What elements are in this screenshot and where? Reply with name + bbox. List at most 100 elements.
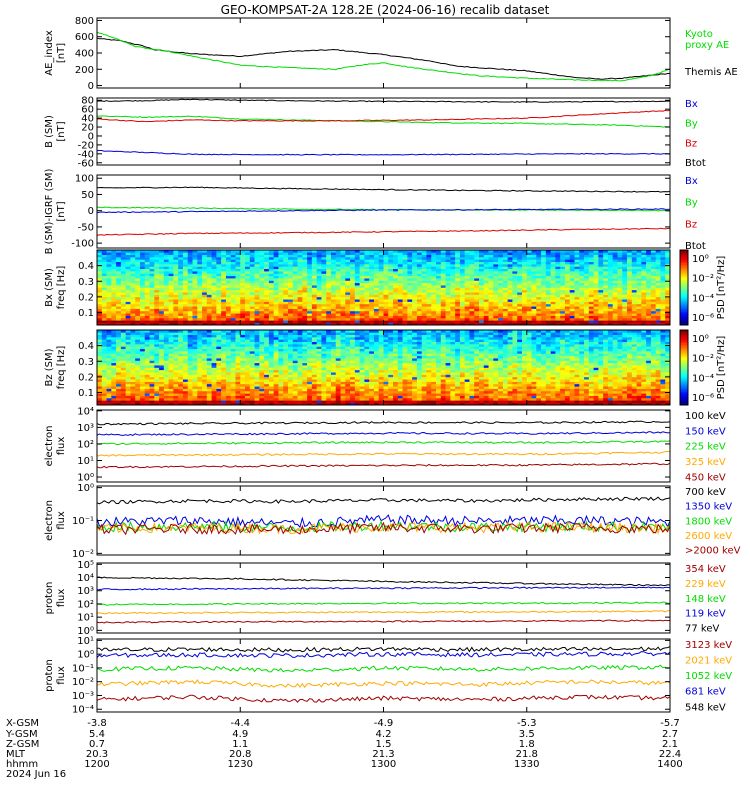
series-line-p_lo-77-kev [96, 576, 671, 587]
x-row-value: 1400 [657, 759, 682, 770]
x-row-value: 2.7 [662, 729, 678, 740]
y-tick-label: 10² [77, 599, 94, 610]
series-line-e_lo-225-kev [96, 440, 671, 446]
x-axis-annotation: X-GSM -3.8 -4.4 -4.9 -5.3 -5.7 Y-GSM 5.4 4.9 4.2 3… [5, 718, 683, 780]
x-row-value: 1230 [228, 759, 253, 770]
colorbar-bz_spec: 10⁰ 10⁻² 10⁻⁴ 10⁻⁶ PSD [nT²/Hz] [679, 329, 727, 406]
y-tick-label: -50 [78, 222, 94, 233]
y-tick-label: 0.4 [78, 261, 94, 272]
y-tick-label: 0 [88, 81, 94, 92]
x-row-value: 1.1 [232, 739, 248, 750]
legend-entry: 2600 keV [685, 531, 732, 542]
colorbar-tick-label: 10⁻⁶ [692, 393, 714, 404]
legend-entry: By [685, 119, 698, 130]
legend-entry: 681 keV [685, 687, 726, 698]
y-axis-label: flux [56, 666, 67, 685]
series-line-bgrf-bz [96, 227, 671, 236]
colorbar-tick-label: 10⁻² [692, 274, 714, 285]
x-row-value: -5.3 [517, 718, 537, 729]
series-line-e_lo-450-kev [96, 462, 671, 469]
y-axis-label: Bz (SM) [44, 348, 55, 386]
series-line-e_hi-1350-kev [96, 514, 671, 529]
panel-e_lo: 100 keV 150 keV 225 keV 325 keV 450 keV 10⁰ 10… [44, 406, 726, 483]
legend-entry: 1350 keV [685, 502, 732, 513]
series-line-bsm-bz [96, 109, 671, 123]
panel-bgrf: Bx By Bz Btot -100 -50 0 50 100 B (SM)-IGRF (SM)[… [44, 169, 706, 255]
x-row-value: 3.5 [519, 729, 535, 740]
y-tick-label: 50 [81, 190, 94, 201]
legend-e_lo: 100 keV 150 keV 225 keV 325 keV 450 keV [685, 411, 726, 483]
legend-entry: Kyoto [685, 29, 713, 40]
panel-bz_spec: 10⁰ 10⁻² 10⁻⁴ 10⁻⁶ PSD [nT²/Hz] 0.1 0.2 0.3 0.4 B… [44, 329, 727, 406]
series-line-e_lo-325-kev [96, 450, 671, 457]
x-row-value: 4.9 [232, 729, 248, 740]
y-tick-label: 10⁰ [77, 473, 94, 484]
x-row-label: X-GSM [6, 718, 39, 729]
x-row-value: 1330 [514, 759, 539, 770]
series-line-ae-kyoto-proxy-ae [96, 31, 671, 82]
colorbar-label: PSD [nT²/Hz] [716, 256, 727, 320]
panel-frame [96, 409, 671, 483]
series-line-ae-themis-ae [96, 37, 670, 80]
series-line-e_hi-2600-kev [96, 521, 671, 536]
y-tick-label: -60 [78, 158, 94, 169]
series-line-p_lo-354-kev [96, 619, 671, 624]
legend-entry: Themis AE [684, 67, 738, 78]
x-row-label: MLT [6, 749, 26, 760]
x-row-value: 20.3 [86, 749, 108, 760]
y-axis-label: freq [Hz] [56, 346, 67, 390]
y-tick-label: 10⁻⁴ [72, 705, 94, 716]
x-row-value: -3.8 [87, 718, 107, 729]
series-line-p_lo-148-kev [96, 601, 670, 606]
y-tick-label: 10¹ [77, 456, 94, 467]
legend-entry: 700 keV [685, 487, 726, 498]
x-row-value: 20.8 [229, 749, 251, 760]
legend-p_hi: 3123 keV 2021 keV 1052 keV 681 keV 548 keV [685, 640, 732, 713]
x-row-value: 4.2 [376, 729, 392, 740]
y-tick-label: 10⁻³ [72, 691, 94, 702]
y-axis-label: proton [44, 659, 55, 692]
series-line-bgrf-bx [96, 208, 671, 214]
legend-entry: 100 keV [685, 411, 726, 422]
y-tick-label: 100 [75, 174, 94, 185]
series-line-e_lo-150-kev [96, 431, 671, 436]
colorbar-tick-label: 10⁻⁴ [692, 293, 714, 304]
y-axis-label: flux [56, 511, 67, 530]
y-tick-label: 200 [75, 65, 94, 76]
legend-e_hi: 700 keV 1350 keV 1800 keV 2600 keV >2000 keV [685, 487, 741, 557]
y-tick-label: 10⁴ [77, 406, 94, 417]
legend-entry: 1800 keV [685, 516, 732, 527]
legend-entry: 3123 keV [685, 640, 732, 651]
x-row-value: 21.8 [516, 749, 538, 760]
y-tick-label: -20 [78, 140, 94, 151]
x-row-value: 1.5 [376, 739, 392, 750]
legend-entry: 325 keV [685, 457, 726, 468]
x-row-value: 2.1 [662, 739, 678, 750]
legend-bgrf: Bx By Bz Btot [685, 176, 706, 252]
y-tick-label: 10² [77, 439, 94, 450]
series-line-e_hi--2000-kev [96, 521, 671, 536]
x-row-value: 1200 [84, 759, 109, 770]
colorbar-tick-label: 10⁰ [692, 254, 709, 265]
panel-p_lo: 354 keV 229 keV 148 keV 119 keV 77 keV 10⁰ 10¹… [44, 560, 726, 637]
legend-entry: 548 keV [685, 702, 726, 713]
series-line-p_hi-681-kev [96, 651, 671, 659]
date-label: 2024 Jun 16 [6, 769, 66, 780]
y-tick-label: 10³ [77, 586, 94, 597]
spectrogram-bx_spec [97, 250, 671, 326]
y-axis-label: electron [44, 500, 55, 541]
x-row-value: -5.7 [660, 718, 680, 729]
y-axis-label: [nT] [56, 201, 67, 221]
y-tick-label: 0.2 [78, 292, 94, 303]
x-row-label: hhmm [6, 759, 38, 770]
legend-entry: 229 keV [685, 579, 726, 590]
x-row-value: -4.9 [374, 718, 394, 729]
plot-title: GEO-KOMPSAT-2A 128.2E (2024-06-16) recal… [221, 3, 550, 17]
y-axis-label: proton [44, 582, 55, 615]
y-tick-label: 10⁻¹ [72, 663, 94, 674]
x-row-value: 1300 [371, 759, 396, 770]
y-axis-label: B (SM) [44, 115, 55, 148]
